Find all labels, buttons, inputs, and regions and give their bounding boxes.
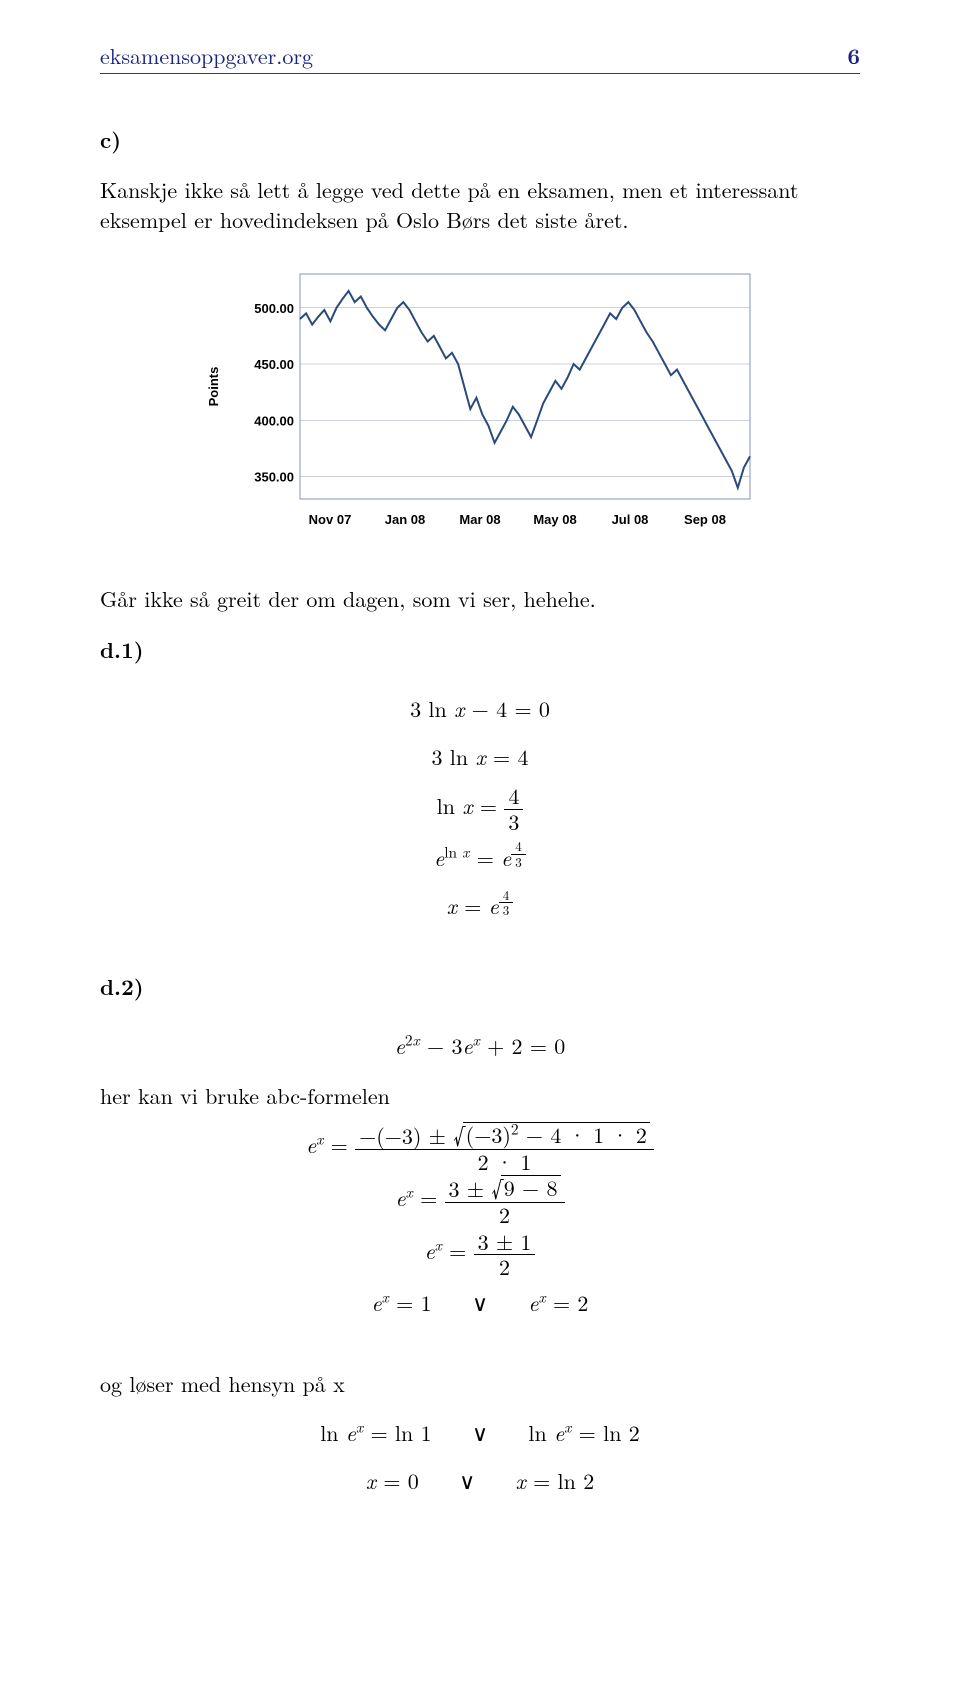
d1-line3: ln x = 43	[100, 782, 860, 834]
svg-text:450.00: 450.00	[254, 357, 294, 372]
d2-math: ex = −(−3) ± √(−3)2 − 4 · 1 · 2 2 · 1 ex…	[100, 1121, 860, 1328]
section-c-text: Kanskje ikke så lett å legge ved dette p…	[100, 175, 860, 234]
after-chart-text: Går ikke så greit der om dagen, som vi s…	[100, 584, 860, 614]
d2-line3: ex = 3 ± 1 2	[100, 1227, 860, 1279]
svg-text:Jan 08: Jan 08	[385, 512, 425, 527]
svg-text:Jul 08: Jul 08	[612, 512, 649, 527]
d2-top-eq: e2x − 3ex + 2 = 0	[100, 1022, 860, 1070]
section-c-label: c)	[100, 124, 860, 155]
d2-line4: ex = 1 ∨ ex = 2	[100, 1279, 860, 1327]
svg-text:500.00: 500.00	[254, 301, 294, 316]
page-number: 6	[847, 40, 860, 71]
section-d2-label: d.2)	[100, 971, 860, 1002]
stock-chart: 350.00 400.00 450.00 500.00 Points Nov 07 Jan …	[200, 264, 760, 544]
chart-container: 350.00 400.00 450.00 500.00 Points Nov 07 Jan …	[100, 264, 860, 544]
page-header: eksamensoppgaver.org 6	[100, 40, 860, 74]
d2-final-line1: ln ex = ln 1 ∨ ln ex = ln 2	[100, 1409, 860, 1457]
svg-text:400.00: 400.00	[254, 414, 294, 429]
d1-line1: 3 ln x − 4 = 0	[100, 685, 860, 733]
d1-line2: 3 ln x = 4	[100, 733, 860, 781]
svg-text:Sep 08: Sep 08	[684, 512, 726, 527]
d1-line5: x = e43	[100, 882, 860, 930]
d2-solve-text: og løser med hensyn på x	[100, 1368, 860, 1399]
site-link[interactable]: eksamensoppgaver.org	[100, 40, 313, 71]
page: eksamensoppgaver.org 6 c) Kanskje ikke s…	[0, 0, 960, 1605]
svg-text:Mar 08: Mar 08	[459, 512, 500, 527]
svg-text:Points: Points	[206, 367, 221, 407]
d2-abc-text: her kan vi bruke abc-formelen	[100, 1080, 860, 1111]
d2-line1: ex = −(−3) ± √(−3)2 − 4 · 1 · 2 2 · 1	[100, 1121, 860, 1174]
d2-final: ln ex = ln 1 ∨ ln ex = ln 2 x = 0 ∨ x = …	[100, 1409, 860, 1506]
svg-text:Nov 07: Nov 07	[309, 512, 352, 527]
d1-line4: eln x = e43	[100, 834, 860, 882]
d1-math: 3 ln x − 4 = 0 3 ln x = 4 ln x = 43 eln …	[100, 685, 860, 931]
svg-text:May 08: May 08	[533, 512, 576, 527]
d2-line2: ex = 3 ± √9 − 8 2	[100, 1174, 860, 1227]
section-d1-label: d.1)	[100, 634, 860, 665]
svg-text:350.00: 350.00	[254, 470, 294, 485]
d2-final-line2: x = 0 ∨ x = ln 2	[100, 1457, 860, 1505]
